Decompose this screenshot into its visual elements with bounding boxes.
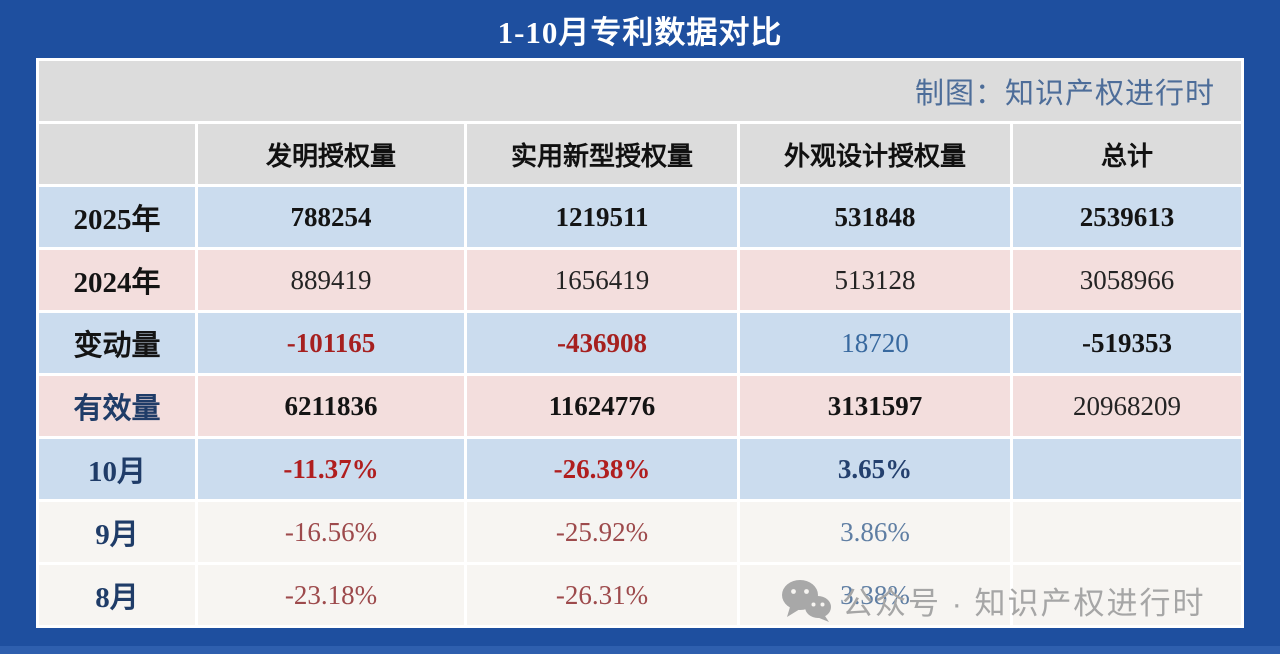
- page-title: 1-10月专利数据对比: [497, 14, 783, 50]
- row-valid-design: 3131597: [740, 376, 1010, 436]
- row-change-utility: -436908: [467, 313, 737, 373]
- row-2024-design: 513128: [740, 250, 1010, 310]
- row-2025-design: 531848: [740, 187, 1010, 247]
- row-oct-total-empty: [1013, 439, 1241, 499]
- row-change-label: 变动量: [39, 313, 195, 373]
- row-aug-total-empty: [1013, 565, 1241, 625]
- row-oct-label: 10月: [39, 439, 195, 499]
- row-change-invention: -101165: [198, 313, 464, 373]
- row-aug-design: 3.38%: [740, 565, 1010, 625]
- header-cell-utility-model: 实用新型授权量: [467, 124, 737, 184]
- row-oct-utility: -26.38%: [467, 439, 737, 499]
- header-cell-total: 总计: [1013, 124, 1241, 184]
- row-valid-utility: 11624776: [467, 376, 737, 436]
- bottom-accent-strip: [0, 646, 1280, 654]
- row-sep-total-empty: [1013, 502, 1241, 562]
- row-2025-invention: 788254: [198, 187, 464, 247]
- row-2024-total: 3058966: [1013, 250, 1241, 310]
- header-cell-empty: [39, 124, 195, 184]
- row-aug-utility: -26.31%: [467, 565, 737, 625]
- row-2024-invention: 889419: [198, 250, 464, 310]
- row-sep-utility: -25.92%: [467, 502, 737, 562]
- row-sep-invention: -16.56%: [198, 502, 464, 562]
- row-aug-invention: -23.18%: [198, 565, 464, 625]
- row-2025-label: 2025年: [39, 187, 195, 247]
- credit-label: 制图：知识产权进行时: [39, 61, 1241, 121]
- row-oct-invention: -11.37%: [198, 439, 464, 499]
- row-2025-utility: 1219511: [467, 187, 737, 247]
- header-cell-design: 外观设计授权量: [740, 124, 1010, 184]
- row-2024-label: 2024年: [39, 250, 195, 310]
- row-valid-label: 有效量: [39, 376, 195, 436]
- row-change-design: 18720: [740, 313, 1010, 373]
- patent-data-table: 制图：知识产权进行时 发明授权量 实用新型授权量 外观设计授权量 总计 2025…: [36, 58, 1244, 628]
- row-sep-design: 3.86%: [740, 502, 1010, 562]
- row-sep-label: 9月: [39, 502, 195, 562]
- row-aug-label: 8月: [39, 565, 195, 625]
- header-cell-invention: 发明授权量: [198, 124, 464, 184]
- row-valid-invention: 6211836: [198, 376, 464, 436]
- row-oct-design: 3.65%: [740, 439, 1010, 499]
- row-change-total: -519353: [1013, 313, 1241, 373]
- row-2024-utility: 1656419: [467, 250, 737, 310]
- row-valid-total: 20968209: [1013, 376, 1241, 436]
- row-2025-total: 2539613: [1013, 187, 1241, 247]
